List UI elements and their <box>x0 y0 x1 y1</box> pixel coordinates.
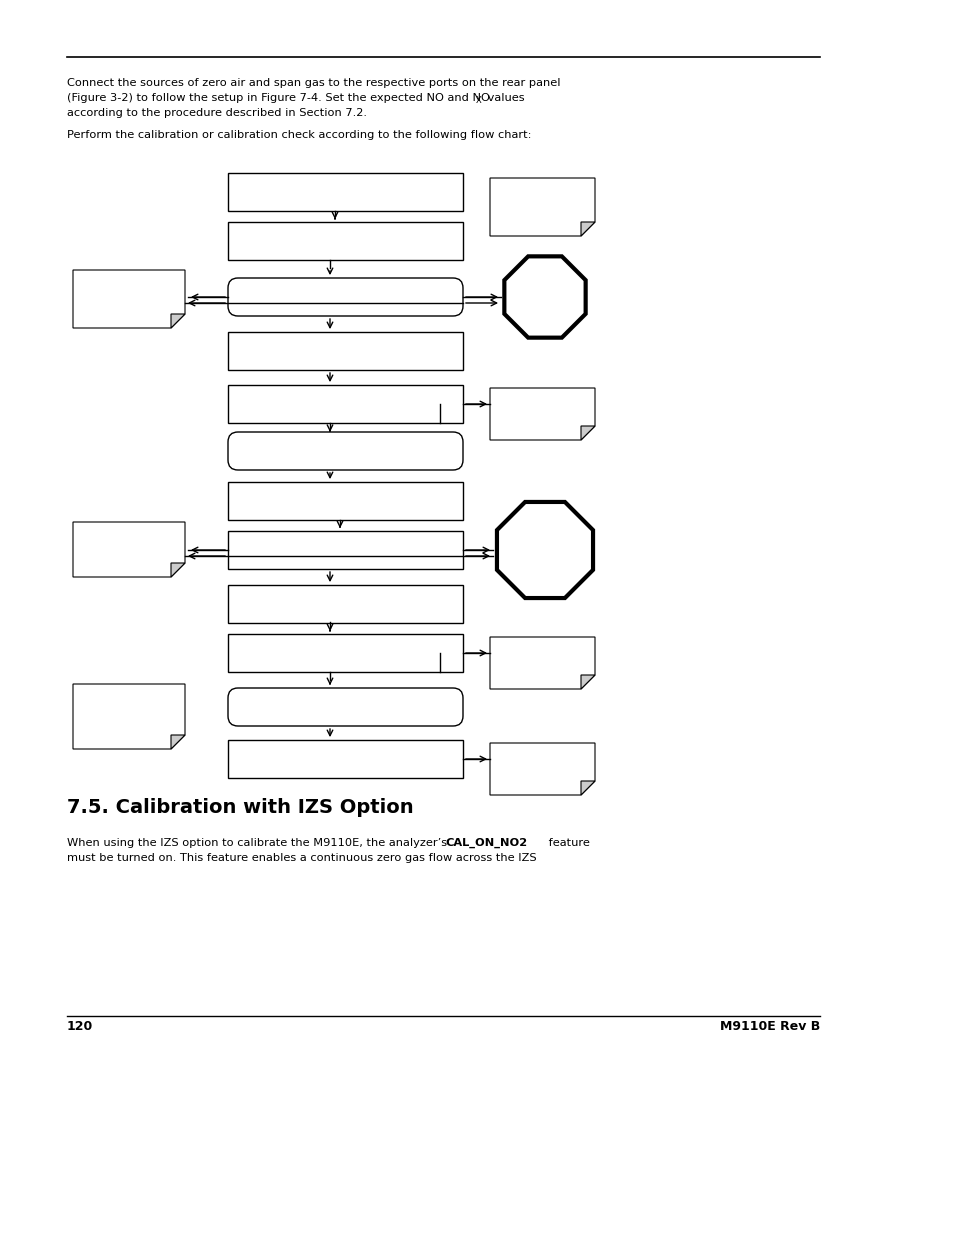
Polygon shape <box>171 735 185 748</box>
Bar <box>228 332 462 370</box>
Text: 120: 120 <box>67 1020 93 1032</box>
Text: values: values <box>483 93 524 103</box>
Polygon shape <box>171 314 185 329</box>
Bar <box>228 222 462 261</box>
Polygon shape <box>171 563 185 577</box>
Polygon shape <box>490 388 595 440</box>
Bar <box>228 482 462 520</box>
Text: M9110E Rev B: M9110E Rev B <box>719 1020 820 1032</box>
Text: 7.5. Calibration with IZS Option: 7.5. Calibration with IZS Option <box>67 798 414 818</box>
Polygon shape <box>73 270 185 329</box>
FancyBboxPatch shape <box>228 432 462 471</box>
Text: feature: feature <box>544 839 589 848</box>
Polygon shape <box>490 178 595 236</box>
Polygon shape <box>504 257 585 337</box>
Text: CAL_ON_NO2: CAL_ON_NO2 <box>444 839 527 848</box>
Text: must be turned on. This feature enables a continuous zero gas flow across the IZ: must be turned on. This feature enables … <box>67 853 536 863</box>
Bar <box>228 385 462 424</box>
Text: Connect the sources of zero air and span gas to the respective ports on the rear: Connect the sources of zero air and span… <box>67 78 560 88</box>
Polygon shape <box>490 637 595 689</box>
FancyBboxPatch shape <box>228 278 462 316</box>
FancyBboxPatch shape <box>228 688 462 726</box>
Text: X: X <box>476 96 481 105</box>
Bar <box>228 634 462 672</box>
Text: When using the IZS option to calibrate the M9110E, the analyzer’s: When using the IZS option to calibrate t… <box>67 839 450 848</box>
Text: Perform the calibration or calibration check according to the following flow cha: Perform the calibration or calibration c… <box>67 130 531 140</box>
Bar <box>228 740 462 778</box>
Text: (Figure 3-2) to follow the setup in Figure 7-4. Set the expected NO and NO: (Figure 3-2) to follow the setup in Figu… <box>67 93 489 103</box>
Polygon shape <box>490 743 595 795</box>
Polygon shape <box>580 781 595 795</box>
Bar <box>228 585 462 622</box>
Polygon shape <box>580 222 595 236</box>
Text: according to the procedure described in Section 7.2.: according to the procedure described in … <box>67 107 367 119</box>
Polygon shape <box>497 501 593 598</box>
Polygon shape <box>73 522 185 577</box>
Bar <box>228 531 462 569</box>
Polygon shape <box>580 676 595 689</box>
Polygon shape <box>73 684 185 748</box>
Polygon shape <box>580 426 595 440</box>
Bar <box>228 173 462 211</box>
